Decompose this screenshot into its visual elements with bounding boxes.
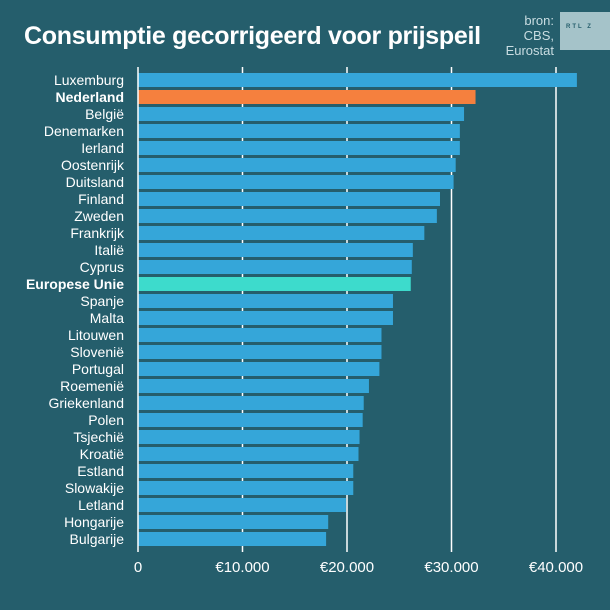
bar	[138, 413, 363, 427]
category-label: Bulgarije	[70, 531, 125, 547]
category-label: Luxemburg	[54, 72, 124, 88]
category-label: Roemenië	[60, 378, 124, 394]
category-label: Oostenrijk	[61, 157, 125, 173]
x-tick-label: €10.000	[215, 559, 269, 576]
bar	[138, 260, 412, 274]
source-line: Eurostat	[505, 43, 554, 58]
category-label: Kroatië	[80, 446, 125, 462]
category-label: Hongarije	[64, 514, 124, 530]
rtlz-logo: RTL Z	[560, 12, 610, 50]
bar	[138, 209, 437, 223]
bar	[138, 158, 456, 172]
category-label: België	[85, 106, 124, 122]
category-label: Denemarken	[44, 123, 124, 139]
bar	[138, 175, 454, 189]
source-note: bron: CBS, Eurostat	[498, 13, 554, 58]
category-label: Letland	[78, 497, 124, 513]
category-label: Spanje	[80, 293, 124, 309]
category-label: Griekenland	[49, 395, 125, 411]
bar	[138, 107, 465, 121]
source-line: CBS,	[523, 28, 554, 43]
bar	[138, 430, 360, 444]
category-label: Portugal	[72, 361, 124, 377]
bar	[138, 124, 460, 138]
logo-text: RTL Z	[566, 24, 593, 30]
category-label: Cyprus	[80, 259, 124, 275]
category-label: Ierland	[81, 140, 124, 156]
chart-title: Consumptie gecorrigeerd voor prijspeil	[24, 22, 481, 50]
category-label: Slovenië	[70, 344, 124, 360]
category-label: Nederland	[56, 89, 124, 105]
bar	[138, 345, 382, 359]
source-line: bron:	[524, 13, 554, 28]
bar	[138, 277, 411, 291]
bar	[138, 294, 393, 308]
category-label: Tsjechië	[73, 429, 124, 445]
x-tick-label: €20.000	[320, 559, 374, 576]
category-label: Litouwen	[68, 327, 124, 343]
category-label: Slowakije	[65, 480, 124, 496]
category-label: Europese Unie	[26, 276, 124, 292]
category-label: Duitsland	[66, 174, 124, 190]
bar	[138, 73, 577, 87]
bar	[138, 141, 460, 155]
bar	[138, 362, 380, 376]
category-label: Finland	[78, 191, 124, 207]
bar	[138, 90, 476, 104]
bar	[138, 481, 354, 495]
bar	[138, 532, 327, 546]
bar	[138, 243, 413, 257]
bar	[138, 328, 382, 342]
bar	[138, 192, 441, 206]
category-label: Malta	[90, 310, 124, 326]
x-tick-label: 0	[134, 559, 142, 576]
category-label: Zweden	[74, 208, 124, 224]
bar	[138, 379, 369, 393]
bar	[138, 498, 346, 512]
x-tick-label: €40.000	[529, 559, 583, 576]
bar	[138, 311, 393, 325]
bar	[138, 515, 329, 529]
bar	[138, 464, 354, 478]
x-tick-label: €30.000	[424, 559, 478, 576]
bar	[138, 226, 425, 240]
category-label: Frankrijk	[70, 225, 125, 241]
category-label: Italië	[94, 242, 124, 258]
category-label: Polen	[88, 412, 124, 428]
bar	[138, 396, 364, 410]
bar	[138, 447, 359, 461]
category-label: Estland	[77, 463, 124, 479]
